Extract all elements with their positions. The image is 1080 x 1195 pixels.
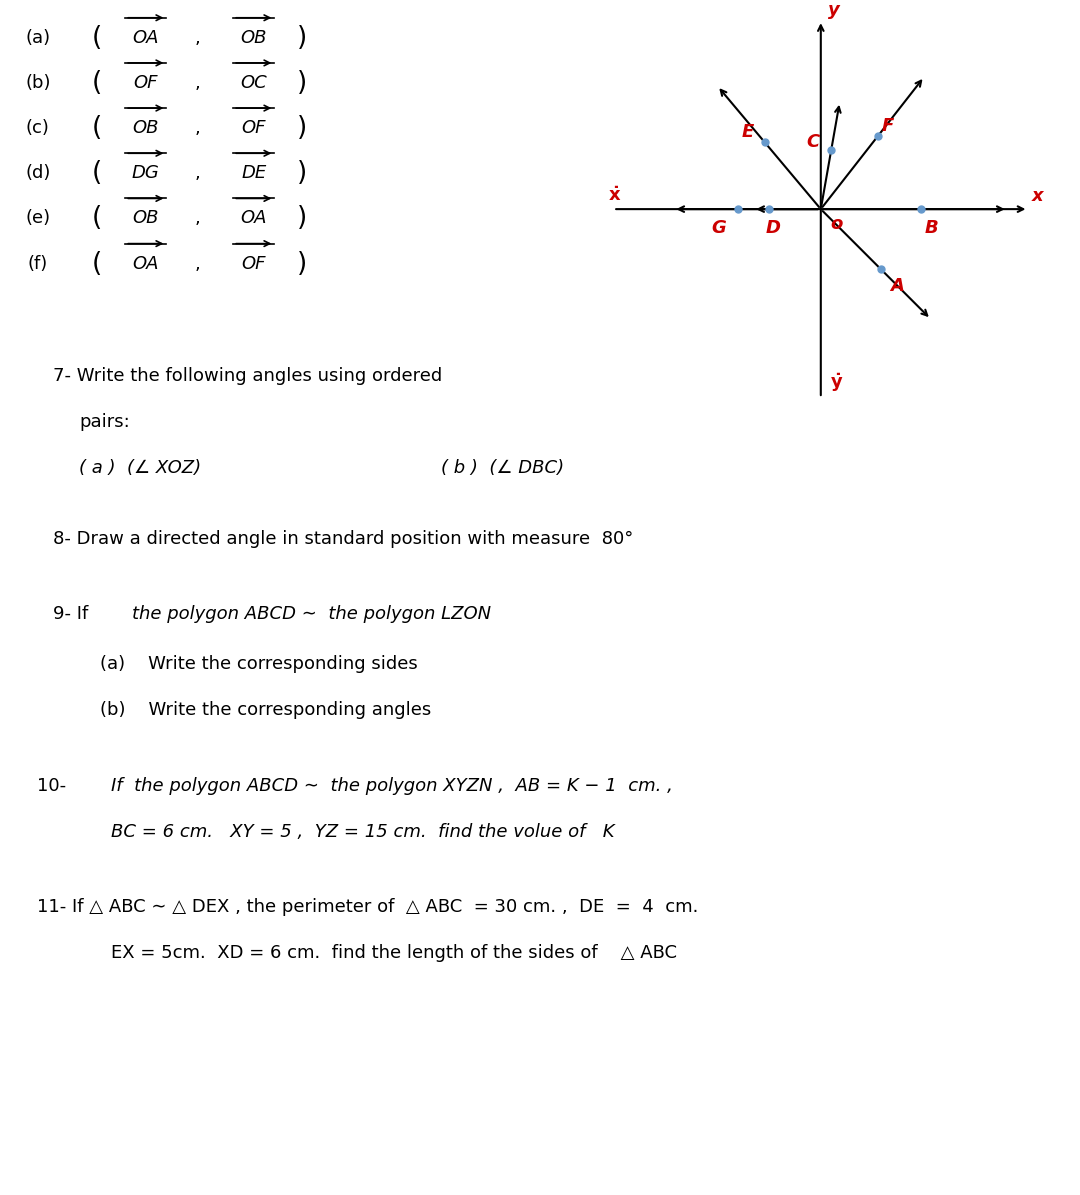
Text: (e): (e) <box>25 209 51 227</box>
Text: ): ) <box>297 115 308 141</box>
Text: ,: , <box>194 255 200 272</box>
Text: If  the polygon ABCD ∼  the polygon XYZN ,  AB = K − 1  cm. ,: If the polygon ABCD ∼ the polygon XYZN ,… <box>110 777 673 795</box>
Text: (d): (d) <box>25 164 51 183</box>
Text: OF: OF <box>134 74 158 92</box>
Text: ): ) <box>297 251 308 276</box>
Text: A: A <box>891 277 905 295</box>
Text: ,: , <box>194 164 200 183</box>
Text: (b)    Write the corresponding angles: (b) Write the corresponding angles <box>100 701 431 719</box>
Text: ,: , <box>194 209 200 227</box>
Text: 8- Draw a directed angle in standard position with measure  80°: 8- Draw a directed angle in standard pos… <box>53 531 633 549</box>
Text: (: ( <box>92 71 103 96</box>
Text: ,: , <box>194 74 200 92</box>
Text: ( b )  (∠ DBC): ( b ) (∠ DBC) <box>441 459 564 477</box>
Text: OB: OB <box>133 120 159 137</box>
Text: E: E <box>742 123 754 141</box>
Text: (f): (f) <box>28 255 48 272</box>
Text: x: x <box>1031 186 1043 204</box>
Text: D: D <box>766 219 781 237</box>
Text: DG: DG <box>132 164 160 183</box>
Text: (a)    Write the corresponding sides: (a) Write the corresponding sides <box>100 655 418 674</box>
Text: o: o <box>831 215 842 233</box>
Text: (: ( <box>92 206 103 232</box>
Text: (b): (b) <box>25 74 51 92</box>
Text: OC: OC <box>241 74 267 92</box>
Text: OB: OB <box>133 209 159 227</box>
Text: (c): (c) <box>26 120 50 137</box>
Text: 7- Write the following angles using ordered: 7- Write the following angles using orde… <box>53 367 443 385</box>
Text: ( a )  (∠ XOZ): ( a ) (∠ XOZ) <box>79 459 201 477</box>
Text: OF: OF <box>242 120 266 137</box>
Text: 11- If △ ABC ∼ △ DEX , the perimeter of  △ ABC  = 30 cm. ,  DE  =  4  cm.: 11- If △ ABC ∼ △ DEX , the perimeter of … <box>38 899 699 917</box>
Text: ): ) <box>297 206 308 232</box>
Text: OF: OF <box>242 255 266 272</box>
Text: ,: , <box>194 120 200 137</box>
Text: DE: DE <box>241 164 267 183</box>
Text: y: y <box>828 1 840 19</box>
Text: (: ( <box>92 160 103 186</box>
Text: ): ) <box>297 160 308 186</box>
Text: (: ( <box>92 25 103 50</box>
Text: the polygon ABCD ∼  the polygon LZON: the polygon ABCD ∼ the polygon LZON <box>132 606 490 624</box>
Text: BC = 6 cm.   XY = 5 ,  YZ = 15 cm.  find the volue of   K: BC = 6 cm. XY = 5 , YZ = 15 cm. find the… <box>110 822 615 841</box>
Text: pairs:: pairs: <box>79 413 130 431</box>
Text: C: C <box>806 133 820 151</box>
Text: $\mathbf{\dot{y}}$: $\mathbf{\dot{y}}$ <box>831 372 843 393</box>
Text: 9- If: 9- If <box>53 606 99 624</box>
Text: B: B <box>924 219 939 237</box>
Text: OA: OA <box>133 29 159 47</box>
Text: (: ( <box>92 115 103 141</box>
Text: (a): (a) <box>25 29 51 47</box>
Text: 10-: 10- <box>38 777 72 795</box>
Text: G: G <box>712 219 727 237</box>
Text: ): ) <box>297 71 308 96</box>
Text: OA: OA <box>241 209 267 227</box>
Text: $\mathbf{\dot{x}}$: $\mathbf{\dot{x}}$ <box>608 186 621 204</box>
Text: ): ) <box>297 25 308 50</box>
Text: OA: OA <box>133 255 159 272</box>
Text: F: F <box>881 117 894 135</box>
Text: (: ( <box>92 251 103 276</box>
Text: OB: OB <box>241 29 267 47</box>
Text: EX = 5cm.  XD = 6 cm.  find the length of the sides of    △ ABC: EX = 5cm. XD = 6 cm. find the length of … <box>110 944 677 962</box>
Text: ,: , <box>194 29 200 47</box>
